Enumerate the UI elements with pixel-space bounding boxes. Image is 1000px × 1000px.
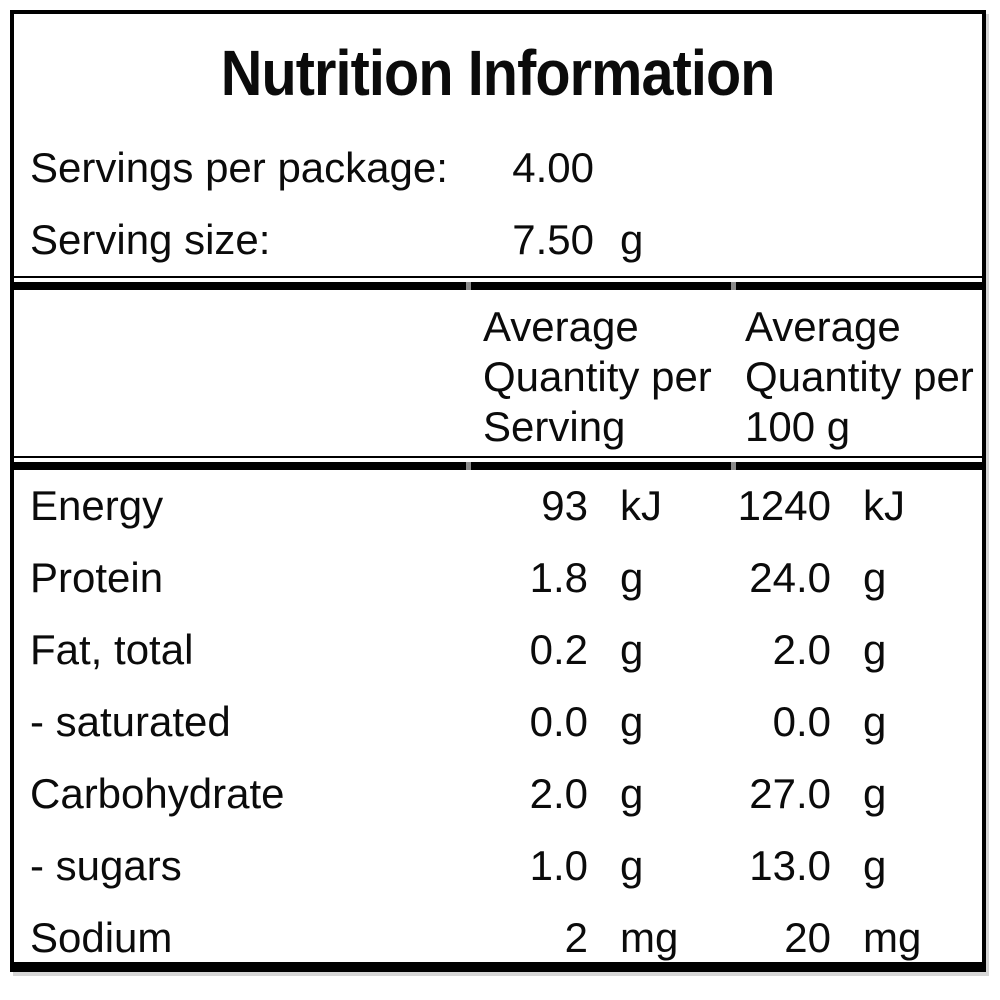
servings-per-package-value: 4.00: [512, 144, 594, 191]
per-serving-value: 0.0: [529, 698, 588, 745]
per-serving-unit: g: [620, 626, 644, 673]
per-serving-value: 2.0: [529, 770, 588, 817]
nutrient-name: Carbohydrate: [30, 770, 285, 817]
nutrient-name: - sugars: [30, 842, 182, 889]
per-100g-unit: kJ: [863, 482, 905, 529]
per-100g-value: 2.0: [772, 626, 831, 673]
per-100g-unit: g: [863, 842, 887, 889]
serving-size-unit: g: [620, 216, 644, 263]
nutrient-name: Protein: [30, 554, 164, 601]
header-per-100g: Average Quantity per 100 g: [745, 303, 974, 450]
panel-title-text: Nutrition Information: [221, 37, 776, 109]
nutrient-rows: Energy 93 kJ 1240 kJ Protein 1.8 g 24.0 …: [14, 470, 982, 974]
nutrient-row: Energy 93 kJ 1240 kJ: [14, 470, 982, 542]
per-100g-unit: mg: [863, 914, 922, 961]
nutrition-panel: Nutrition Information Servings per packa…: [10, 10, 986, 972]
per-serving-value: 93: [541, 482, 588, 529]
nutrient-name: Energy: [30, 482, 164, 529]
per-100g-unit: g: [863, 554, 887, 601]
per-serving-unit: g: [620, 770, 644, 817]
per-serving-value: 0.2: [529, 626, 588, 673]
nutrient-row: - sugars 1.0 g 13.0 g: [14, 830, 982, 902]
panel-title: Nutrition Information: [14, 14, 982, 132]
divider-thick-line: [14, 282, 982, 290]
per-serving-unit: g: [620, 554, 644, 601]
per-100g-value: 20: [784, 914, 831, 961]
per-100g-unit: g: [863, 770, 887, 817]
per-100g-value: 0.0: [772, 698, 831, 745]
divider-thick-line: [14, 462, 982, 470]
divider-thin-line: [14, 276, 982, 278]
section-divider-top: [14, 276, 982, 290]
nutrient-name: Fat, total: [30, 626, 194, 673]
serving-size-row: Serving size: 7.50 g: [14, 204, 982, 276]
per-serving-unit: mg: [620, 914, 679, 961]
per-100g-value: 1240: [737, 482, 831, 529]
table-header: Average Quantity per Serving Average Qua…: [14, 290, 982, 456]
per-serving-value: 2: [564, 914, 588, 961]
servings-per-package-row: Servings per package: 4.00: [14, 132, 982, 204]
per-100g-value: 13.0: [749, 842, 831, 889]
nutrient-name: Sodium: [30, 914, 173, 961]
serving-size-value: 7.50: [512, 216, 594, 263]
servings-per-package-label: Servings per package:: [30, 144, 448, 191]
section-divider-header: [14, 456, 982, 470]
per-serving-unit: g: [620, 698, 644, 745]
nutrient-row: Protein 1.8 g 24.0 g: [14, 542, 982, 614]
per-serving-value: 1.8: [529, 554, 588, 601]
divider-gap: [14, 458, 982, 462]
header-blank-cell: [14, 290, 466, 302]
nutrient-row: Sodium 2 mg 20 mg: [14, 902, 982, 974]
per-100g-unit: g: [863, 698, 887, 745]
per-100g-value: 27.0: [749, 770, 831, 817]
per-serving-value: 1.0: [529, 842, 588, 889]
divider-gap: [14, 278, 982, 282]
nutrient-row: Fat, total 0.2 g 2.0 g: [14, 614, 982, 686]
per-serving-unit: kJ: [620, 482, 662, 529]
header-per-serving: Average Quantity per Serving: [483, 303, 712, 450]
nutrient-row: - saturated 0.0 g 0.0 g: [14, 686, 982, 758]
per-serving-unit: g: [620, 842, 644, 889]
serving-size-label: Serving size:: [30, 216, 271, 263]
nutrient-row: Carbohydrate 2.0 g 27.0 g: [14, 758, 982, 830]
nutrient-name: - saturated: [30, 698, 231, 745]
divider-thin-line: [14, 456, 982, 458]
per-100g-unit: g: [863, 626, 887, 673]
per-100g-value: 24.0: [749, 554, 831, 601]
